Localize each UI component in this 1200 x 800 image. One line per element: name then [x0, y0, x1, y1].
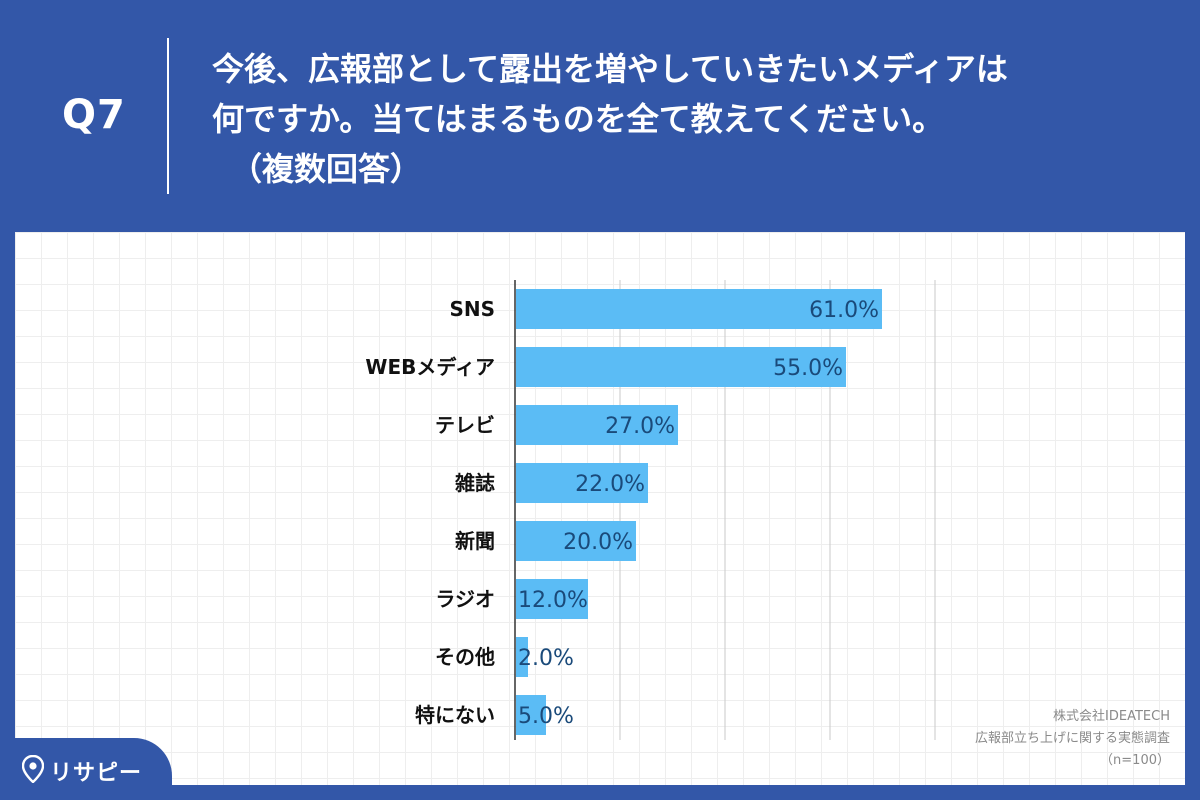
header: Q7 今後、広報部として露出を増やしていきたいメディアは 何ですか。当てはまるも…	[0, 0, 1200, 232]
source-survey: 広報部立ち上げに関する実態調査	[974, 731, 1170, 746]
value-label: 27.0%	[605, 414, 675, 439]
category-label: その他	[435, 645, 495, 669]
value-label: 12.0%	[518, 588, 588, 613]
bar	[516, 637, 528, 677]
chart-panel: SNS 61.0% WEBメディア 55.0% テレビ 27.0% 雑誌 22.0% 新聞 20.…	[15, 232, 1185, 785]
value-label: 5.0%	[518, 704, 574, 729]
value-label: 2.0%	[518, 646, 574, 671]
bar	[516, 347, 846, 387]
value-label: 22.0%	[575, 472, 645, 497]
source-note: 株式会社IDEATECH 広報部立ち上げに関する実態調査 （n=100）	[975, 706, 1170, 772]
bar	[516, 579, 588, 619]
question-title-line1: 今後、広報部として露出を増やしていきたいメディアは	[212, 50, 1008, 88]
bar	[516, 521, 636, 561]
category-label: 特にない	[415, 703, 495, 727]
bar	[516, 289, 882, 329]
bar-chart: SNS 61.0% WEBメディア 55.0% テレビ 27.0% 雑誌 22.0% 新聞 20.…	[365, 280, 936, 740]
brand-name: リサピー	[50, 761, 143, 786]
header-divider	[167, 38, 169, 194]
bar	[516, 463, 648, 503]
category-label: 雑誌	[454, 471, 495, 495]
category-label: テレビ	[435, 413, 495, 437]
question-title: 今後、広報部として露出を増やしていきたいメディアは 何ですか。当てはまるものを全…	[212, 44, 1152, 194]
question-number: Q7	[62, 92, 126, 138]
value-label: 61.0%	[809, 298, 879, 323]
question-title-line2: 何ですか。当てはまるものを全て教えてください。	[212, 100, 945, 138]
category-label: ラジオ	[435, 587, 495, 611]
value-label: 55.0%	[773, 356, 843, 381]
category-label: SNS	[449, 297, 495, 321]
source-sample-size: （n=100）	[1100, 753, 1170, 768]
bar	[516, 405, 678, 445]
value-label: 20.0%	[563, 530, 633, 555]
question-title-line3: （複数回答）	[230, 150, 423, 188]
location-pin-icon	[22, 755, 44, 783]
source-company: 株式会社IDEATECH	[1053, 709, 1170, 724]
brand-logo: リサピー	[0, 738, 172, 800]
category-label: WEBメディア	[365, 355, 495, 379]
category-label: 新聞	[455, 529, 495, 553]
bar	[516, 695, 546, 735]
